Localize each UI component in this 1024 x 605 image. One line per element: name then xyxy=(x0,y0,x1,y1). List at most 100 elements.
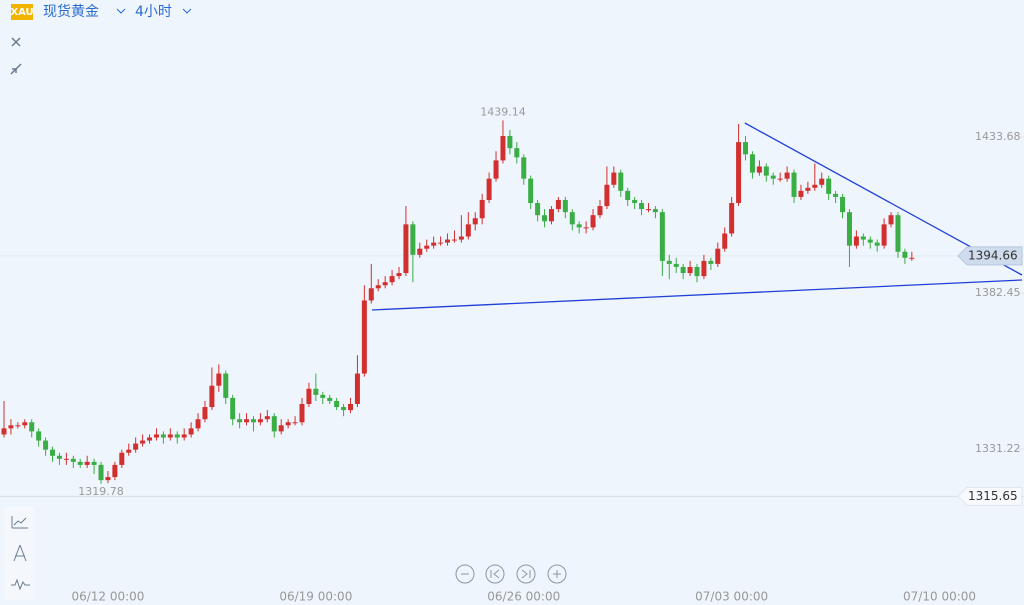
candle-body xyxy=(846,212,852,246)
candle-body xyxy=(292,422,298,424)
draw-tool[interactable] xyxy=(13,544,27,562)
candle-body xyxy=(167,434,173,438)
candle-body xyxy=(389,276,395,283)
candle-body xyxy=(223,373,229,398)
candle-body xyxy=(465,224,471,237)
candle-body xyxy=(479,199,485,219)
chevron[interactable] xyxy=(116,8,126,14)
candle-body xyxy=(909,257,915,259)
candle-body xyxy=(853,236,859,246)
candle-body xyxy=(701,260,707,277)
candle-body xyxy=(112,464,118,478)
candle-body xyxy=(105,477,111,481)
x-tick-label: 07/03 00:00 xyxy=(695,590,768,604)
candle-body xyxy=(902,251,908,258)
candle-body xyxy=(666,260,672,264)
candle-body xyxy=(569,212,575,225)
candle-body xyxy=(382,282,388,286)
symbol-badge xyxy=(11,4,33,20)
high-label: 1439.14 xyxy=(480,105,526,118)
candle-body xyxy=(791,172,797,197)
candle-body xyxy=(375,285,381,289)
candle-body xyxy=(743,142,749,155)
candle-body xyxy=(278,425,284,432)
candle-body xyxy=(826,178,832,194)
candle-body xyxy=(354,373,360,404)
candle-body xyxy=(652,209,658,213)
candle-body xyxy=(659,212,665,261)
candle-body xyxy=(396,273,402,277)
candle-body xyxy=(126,449,132,453)
instrument-name[interactable]: 现货黄金 xyxy=(43,3,99,20)
price-badge-label: 1315.65 xyxy=(968,489,1018,503)
candle-body xyxy=(777,178,783,180)
forward[interactable] xyxy=(516,564,536,584)
candle-body xyxy=(320,394,326,398)
candle-body xyxy=(230,397,236,420)
candle-body xyxy=(583,227,589,229)
candle-body xyxy=(736,142,742,204)
candle-body xyxy=(542,215,548,222)
rewind[interactable] xyxy=(485,564,505,584)
candle-body xyxy=(548,209,554,222)
zoom-in[interactable] xyxy=(547,564,567,584)
interval[interactable]: 4小时 xyxy=(135,4,172,20)
candle-body xyxy=(63,458,69,460)
candle-body xyxy=(639,203,645,210)
candle-body xyxy=(8,425,14,429)
chevron[interactable] xyxy=(182,8,192,14)
candle-body xyxy=(472,218,478,225)
candle-body xyxy=(327,397,333,401)
candle-body xyxy=(493,160,499,179)
candle-body xyxy=(805,187,811,191)
candle-body xyxy=(625,190,631,200)
candle-body xyxy=(458,236,464,240)
candle-body xyxy=(729,203,735,234)
candle-body xyxy=(451,239,457,241)
candle-body xyxy=(424,245,430,249)
candle-body xyxy=(91,461,97,465)
symbol: XAU xyxy=(10,7,33,18)
candle-body xyxy=(694,266,700,277)
candle-body xyxy=(368,288,374,301)
candle-body xyxy=(555,199,561,210)
wave-tool[interactable] xyxy=(11,578,30,591)
candle-body xyxy=(70,458,76,462)
candle-body xyxy=(860,236,866,240)
candle-body xyxy=(514,148,520,158)
candle-body xyxy=(597,206,603,216)
candle-body xyxy=(244,419,250,423)
candle-body xyxy=(361,300,367,374)
candle-body xyxy=(812,184,818,188)
candle-body xyxy=(445,239,451,243)
nav-buttons xyxy=(455,564,567,584)
candle-body xyxy=(438,242,444,244)
candle-body xyxy=(29,422,35,432)
candle-body xyxy=(119,452,125,465)
candle-body xyxy=(618,172,624,191)
x-tick-label: 06/26 00:00 xyxy=(487,590,560,604)
candle-body xyxy=(209,385,215,408)
candle-body xyxy=(874,242,880,246)
close-icon[interactable] xyxy=(11,37,21,47)
candle-body xyxy=(833,193,839,197)
candle-body xyxy=(535,203,541,216)
x-tick-label: 06/19 00:00 xyxy=(279,590,352,604)
candle-body xyxy=(784,172,790,179)
candle-body xyxy=(306,388,312,404)
x-tick-label: 06/12 00:00 xyxy=(71,590,144,604)
price-badge xyxy=(957,246,1023,266)
candle-body xyxy=(528,178,534,204)
zoom-out[interactable] xyxy=(455,564,475,584)
candle-body xyxy=(56,455,62,459)
candle-body xyxy=(673,263,679,267)
candle-body xyxy=(680,266,686,274)
candle-body xyxy=(576,224,582,228)
indicator-tool[interactable] xyxy=(11,516,28,529)
candle-body xyxy=(431,242,437,246)
candle-body xyxy=(153,434,159,438)
collapse-icon[interactable] xyxy=(10,63,22,75)
candle-body xyxy=(722,233,728,249)
candle-body xyxy=(1,428,7,435)
